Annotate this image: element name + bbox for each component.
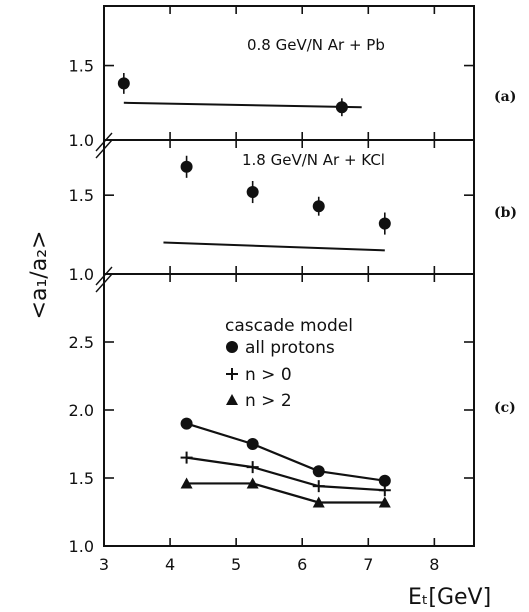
x-tick-label-2: 5: [231, 555, 241, 574]
panel-a-ytick-label-0: 1.0: [69, 131, 94, 150]
series-1-marker-1: [246, 461, 259, 474]
panel-b-point-2: [312, 200, 325, 213]
legend-marker-2: [226, 394, 238, 405]
series-1-marker-2: [312, 480, 325, 493]
panel-c: cascade model (c) 1.0 1.5 2.0 2.5 all proton…: [69, 273, 516, 574]
legend-label-0: all protons: [245, 338, 335, 358]
panel-c-ytick-label-2: 2.0: [69, 401, 94, 420]
panel-c-label: (c): [494, 400, 516, 416]
legend-marker-0: [226, 341, 238, 353]
series-2-marker-1: [246, 477, 259, 489]
panel-a-title: 0.8 GeV/N Ar + Pb: [247, 36, 385, 54]
panel-b: 1.8 GeV/N Ar + KCl (b) 1.0 1.5: [69, 139, 517, 284]
series-1-marker-0: [180, 451, 193, 464]
panel-b-point-0: [180, 160, 193, 173]
series-0-marker-3: [378, 474, 391, 487]
break-slash-1: [95, 132, 113, 152]
panel-a-marks: 1.0 1.5: [69, 6, 474, 150]
break-slash-4: [95, 273, 113, 293]
series-2-marker-3: [378, 496, 391, 508]
panel-b-model-line: [163, 241, 385, 252]
legend-title: cascade model: [225, 316, 353, 336]
break-slash-2: [95, 139, 113, 159]
x-tick-label-5: 8: [429, 555, 439, 574]
x-axis-label: Eₜ[GeV]: [408, 585, 491, 610]
panel-c-ytick-label-3: 2.5: [69, 333, 94, 352]
x-tick-label-0: 3: [99, 555, 109, 574]
panel-a-ytick-label-1: 1.5: [69, 57, 94, 76]
panel-a-frame: [103, 5, 475, 141]
series-2-line: [186, 482, 385, 504]
panel-a-label: (a): [494, 89, 516, 105]
panel-b-title: 1.8 GeV/N Ar + KCl: [242, 151, 385, 169]
panel-b-label: (b): [494, 205, 517, 221]
break-slash-3: [95, 266, 113, 286]
x-tick-label-1: 4: [165, 555, 175, 574]
legend-label-2: n > 2: [245, 391, 292, 411]
axis-break-upper: [95, 132, 113, 159]
series-1-line: [186, 456, 385, 492]
series-2-marker-2: [312, 496, 325, 508]
series-0-marker-1: [246, 438, 259, 450]
panel-b-ytick-label-0: 1.0: [69, 265, 94, 284]
x-tick-label-4: 7: [363, 555, 373, 574]
x-tick-label-3: 6: [297, 555, 307, 574]
panel-c-marks: 1.0 1.5 2.0 2.5 all protons n > 0 n > 2 3 4 5 6 7 8: [69, 274, 474, 574]
panel-b-ytick-label-1: 1.5: [69, 186, 94, 205]
legend-marker-1: [226, 368, 238, 380]
panel-a-point-1: [335, 101, 348, 114]
panel-b-point-3: [378, 217, 391, 230]
series-1-marker-3: [378, 484, 391, 497]
panel-b-marks: 1.0 1.5: [69, 140, 474, 284]
series-0-marker-2: [312, 465, 325, 478]
legend-label-1: n > 0: [245, 365, 292, 385]
y-axis-label: <a₁/a₂>: [27, 231, 52, 320]
series-0-marker-0: [180, 417, 193, 430]
panel-c-ytick-label-1: 1.5: [69, 469, 94, 488]
panel-a: 0.8 GeV/N Ar + Pb (a) 1.0 1.5: [69, 5, 516, 150]
panel-a-point-0: [117, 77, 130, 90]
axis-break-lower: [95, 266, 113, 293]
series-2-marker-0: [180, 477, 193, 489]
panel-b-point-1: [246, 186, 259, 199]
panel-c-ytick-label-0: 1.0: [69, 537, 94, 556]
panel-a-model-line: [123, 101, 362, 109]
series-0-line: [186, 422, 385, 482]
